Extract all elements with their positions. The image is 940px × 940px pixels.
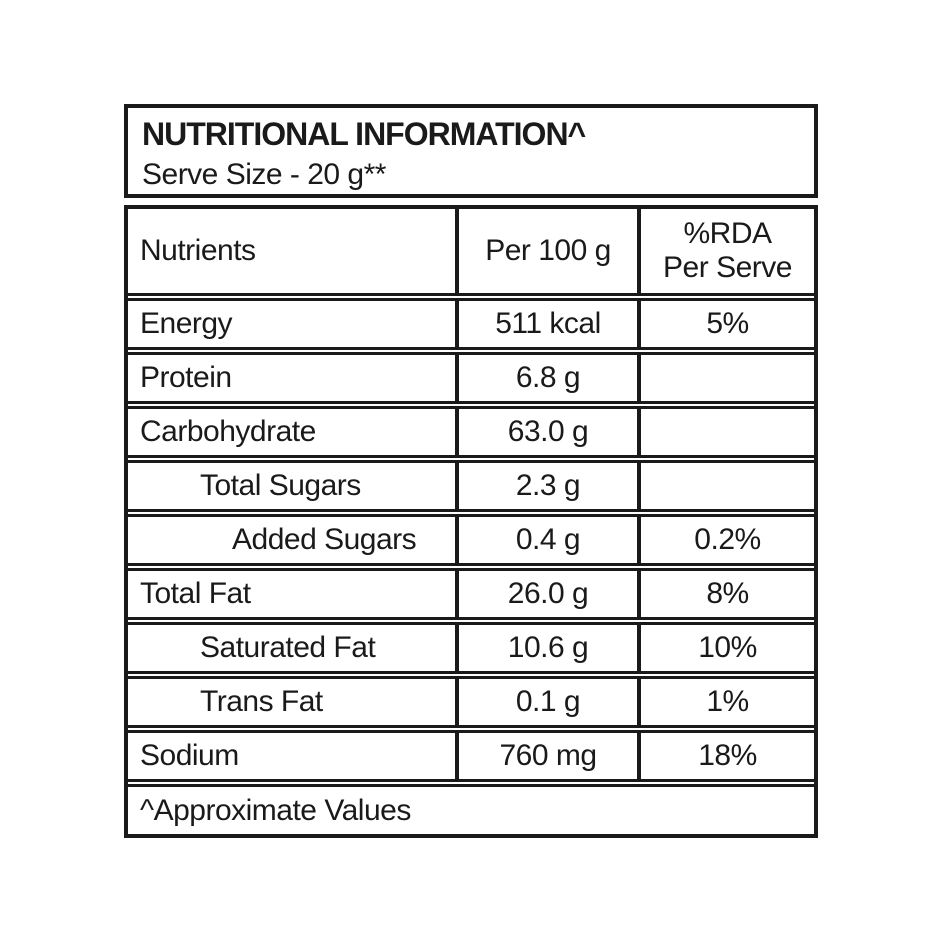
footnote-text: ^Approximate Values (140, 793, 411, 827)
per-100g-value: 63.0 g (455, 409, 641, 455)
table-row-total-fat: Total Fat 26.0 g 8% (128, 563, 814, 617)
table-row-added-sugars: Added Sugars 0.4 g 0.2% (128, 509, 814, 563)
rda-value (641, 409, 814, 455)
column-header-nutrients: Nutrients (140, 234, 256, 267)
table-row-protein: Protein 6.8 g (128, 347, 814, 401)
column-header-rda: %RDA Per Serve (641, 209, 814, 293)
table-row-saturated-fat: Saturated Fat 10.6 g 10% (128, 617, 814, 671)
per-100g-value: 0.4 g (455, 517, 641, 563)
per-100g-value: 26.0 g (455, 571, 641, 617)
label-title: NUTRITIONAL INFORMATION^ (142, 116, 586, 152)
per-100g-value: 511 kcal (455, 301, 641, 347)
nutrient-name: Carbohydrate (140, 415, 316, 448)
nutrition-label: NUTRITIONAL INFORMATION^ Serve Size - 20… (124, 104, 818, 838)
table-header-row: Nutrients Per 100 g %RDA Per Serve (128, 209, 814, 293)
column-header-per-100g: Per 100 g (455, 209, 641, 293)
nutrient-name: Sodium (140, 739, 239, 772)
per-100g-value: 0.1 g (455, 679, 641, 725)
table-row-trans-fat: Trans Fat 0.1 g 1% (128, 671, 814, 725)
nutrient-name: Energy (140, 307, 233, 340)
table-row-energy: Energy 511 kcal 5% (128, 293, 814, 347)
nutrient-name: Total Sugars (200, 469, 361, 502)
rda-value: 5% (706, 307, 749, 340)
label-header-box: NUTRITIONAL INFORMATION^ Serve Size - 20… (124, 104, 818, 198)
table-row-total-sugars: Total Sugars 2.3 g (128, 455, 814, 509)
rda-value: 18% (698, 739, 757, 772)
rda-value: 10% (698, 631, 757, 664)
table-row-sodium: Sodium 760 mg 18% (128, 725, 814, 779)
per-100g-value: 2.3 g (455, 463, 641, 509)
per-100g-value: 760 mg (455, 733, 641, 779)
rda-value (641, 463, 814, 509)
per-100g-value: 10.6 g (455, 625, 641, 671)
nutrient-name: Trans Fat (200, 685, 323, 718)
serve-size-text: Serve Size - 20 g** (142, 158, 386, 191)
footnote-row: ^Approximate Values (128, 779, 814, 834)
rda-value: 0.2% (694, 523, 761, 556)
nutrient-name: Protein (140, 361, 232, 394)
rda-header-line2: Per Serve (663, 251, 792, 284)
rda-header-line1: %RDA (683, 217, 772, 250)
nutrient-name: Saturated Fat (200, 631, 376, 664)
nutrition-table: Nutrients Per 100 g %RDA Per Serve Energ… (124, 205, 818, 838)
rda-value (641, 355, 814, 401)
nutrient-name: Added Sugars (232, 523, 417, 556)
per-100g-value: 6.8 g (455, 355, 641, 401)
rda-value: 8% (706, 577, 749, 610)
nutrient-name: Total Fat (140, 577, 251, 610)
rda-value: 1% (706, 685, 749, 718)
table-row-carbohydrate: Carbohydrate 63.0 g (128, 401, 814, 455)
